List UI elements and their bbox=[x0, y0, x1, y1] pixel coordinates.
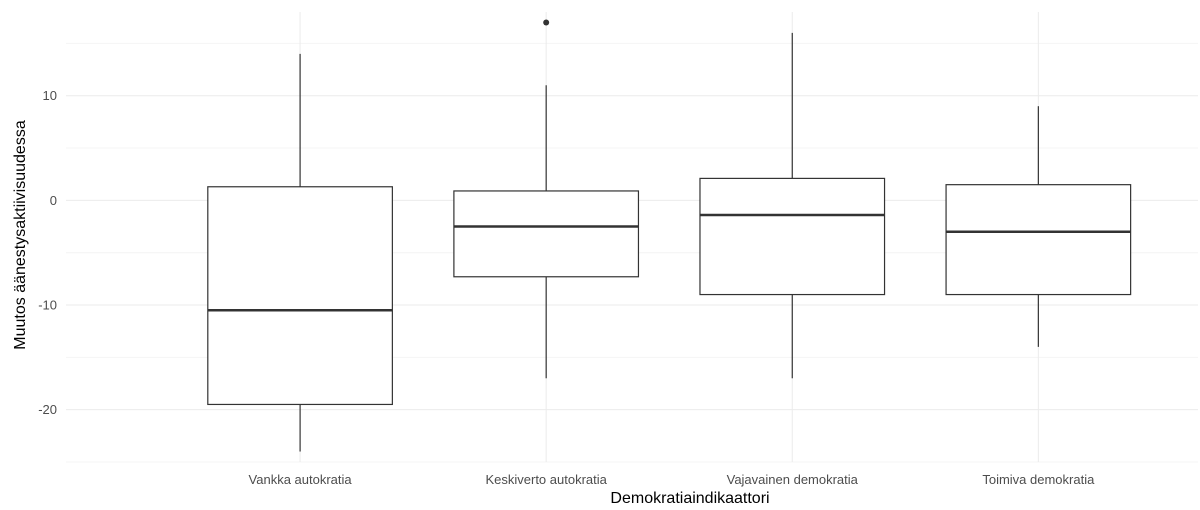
iqr-box bbox=[945, 184, 1132, 296]
y-axis-ticks: -20 -10 0 10 bbox=[38, 88, 57, 417]
y-axis-title: Muutos äänestysaktiivisuudessa bbox=[12, 120, 29, 350]
y-tick-label: 10 bbox=[43, 88, 57, 103]
x-tick-label: Keskiverto autokratia bbox=[485, 472, 607, 487]
y-tick-label: -10 bbox=[38, 298, 57, 313]
iqr-box bbox=[207, 186, 393, 406]
x-axis-ticks: Vankka autokratia Keskiverto autokratia Va… bbox=[249, 472, 1096, 487]
x-tick-label: Toimiva demokratia bbox=[982, 472, 1095, 487]
boxes bbox=[207, 19, 1132, 452]
y-tick-label: 0 bbox=[50, 193, 57, 208]
x-axis-title: Demokratiaindikaattori bbox=[610, 490, 769, 507]
box-2 bbox=[699, 32, 886, 379]
box-1 bbox=[453, 19, 640, 379]
iqr-box bbox=[699, 177, 886, 296]
box-3 bbox=[945, 106, 1132, 347]
x-tick-label: Vajavainen demokratia bbox=[727, 472, 859, 487]
y-tick-label: -20 bbox=[38, 402, 57, 417]
x-tick-label: Vankka autokratia bbox=[249, 472, 353, 487]
outlier-point bbox=[543, 19, 550, 26]
box-0 bbox=[207, 53, 393, 452]
iqr-box bbox=[453, 190, 640, 278]
